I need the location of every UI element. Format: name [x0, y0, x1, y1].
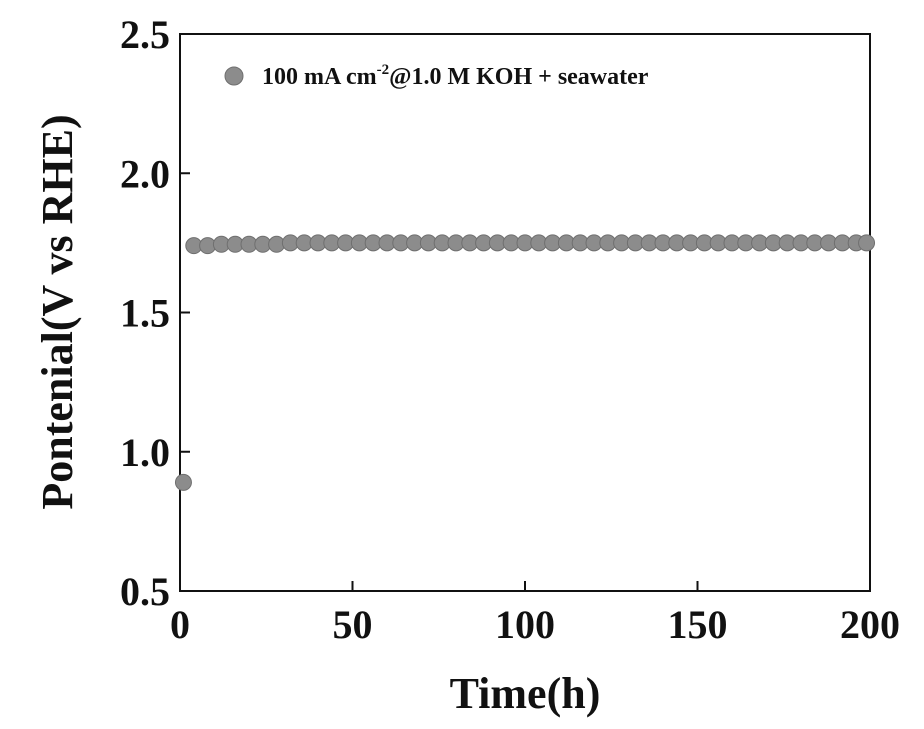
- y-tick-label: 1.5: [120, 291, 170, 336]
- plot-frame: [179, 33, 871, 592]
- x-axis: 0 50 100 150 200: [170, 581, 900, 647]
- legend-prefix: 100 mA cm: [262, 64, 377, 90]
- x-tick-label: 100: [495, 602, 555, 647]
- legend: 100 mA cm-2@1.0 M KOH + seawater: [224, 62, 649, 90]
- data-point: [174, 473, 192, 491]
- y-tick-label: 0.5: [120, 569, 170, 614]
- legend-suffix: @1.0 M KOH + seawater: [389, 64, 649, 90]
- x-tick-label: 50: [333, 602, 373, 647]
- legend-superscript: -2: [377, 62, 390, 78]
- y-tick-label: 2.0: [120, 151, 170, 196]
- data-point: [858, 234, 876, 252]
- y-tick-label: 2.5: [120, 12, 170, 57]
- x-tick-label: 0: [170, 602, 190, 647]
- x-axis-title: Time(h): [450, 669, 601, 718]
- x-tick-label: 200: [840, 602, 900, 647]
- y-axis: 0.5 1.0 1.5 2.0 2.5: [120, 12, 190, 614]
- x-tick-label: 150: [668, 602, 728, 647]
- legend-label: 100 mA cm-2@1.0 M KOH + seawater: [262, 62, 649, 90]
- legend-marker: [224, 66, 244, 86]
- y-tick-label: 1.0: [120, 430, 170, 475]
- y-axis-title: Pontenial(V vs RHE): [33, 114, 82, 509]
- data-series: [174, 234, 876, 491]
